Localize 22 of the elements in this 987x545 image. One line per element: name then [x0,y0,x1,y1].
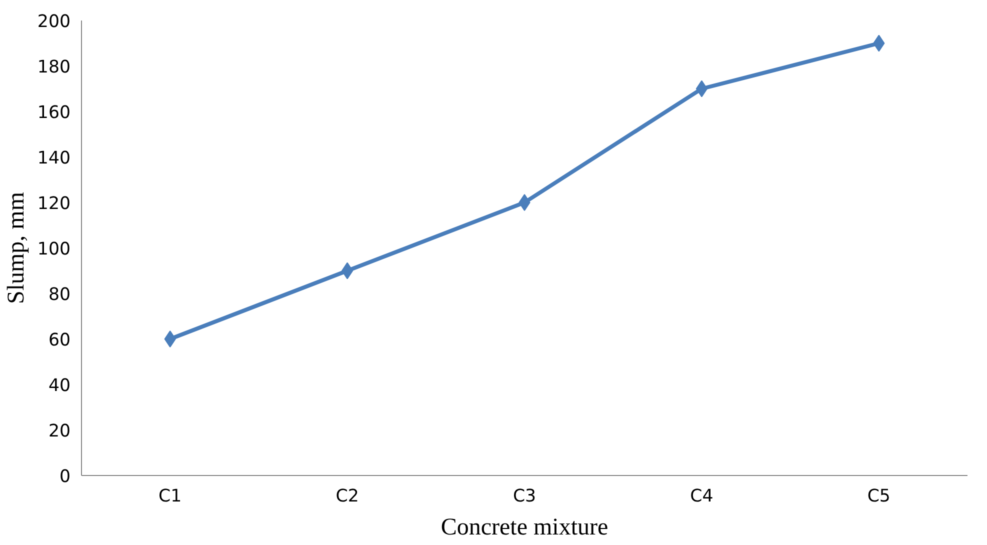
y-tick-label: 160 [37,103,71,123]
y-tick-label: 80 [48,285,71,305]
y-tick-label: 60 [48,330,71,350]
y-tick-label: 180 [37,58,71,78]
point [164,330,176,348]
y-tick-label: 120 [37,194,71,214]
x-tick-label: C3 [512,486,536,506]
point [696,80,708,98]
point [341,262,354,280]
y-tick-label: 40 [48,376,71,396]
y-tick-label: 100 [37,240,71,260]
point [518,194,530,211]
y-tick-label: 0 [59,467,71,487]
y-tick-label: 20 [48,422,71,442]
y-axis-title: Slump, mm [3,192,30,304]
x-tick-label: C4 [690,486,714,506]
y-tick-label: 200 [37,12,71,32]
x-axis-title: Concrete mixture [440,514,608,540]
x-tick-label: C1 [158,486,182,506]
x-tick-label: C2 [336,486,359,506]
x-tick-label: C5 [867,486,890,506]
y-tick-label: 140 [37,148,71,168]
